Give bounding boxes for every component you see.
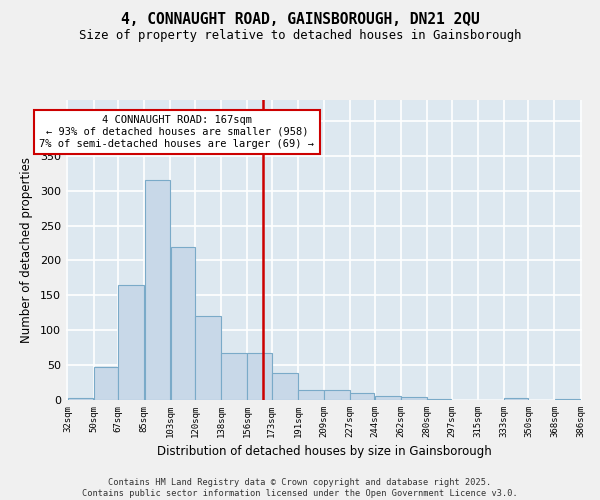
Bar: [401, 396, 427, 400]
Y-axis label: Number of detached properties: Number of detached properties: [20, 157, 33, 343]
Bar: [221, 352, 247, 400]
X-axis label: Distribution of detached houses by size in Gainsborough: Distribution of detached houses by size …: [157, 446, 491, 458]
Bar: [145, 180, 170, 400]
Bar: [324, 390, 350, 400]
Bar: [247, 352, 272, 400]
Bar: [272, 374, 298, 400]
Bar: [195, 316, 221, 400]
Text: 4, CONNAUGHT ROAD, GAINSBOROUGH, DN21 2QU: 4, CONNAUGHT ROAD, GAINSBOROUGH, DN21 2Q…: [121, 12, 479, 28]
Bar: [504, 398, 528, 400]
Bar: [170, 246, 195, 400]
Bar: [94, 366, 118, 400]
Text: Contains HM Land Registry data © Crown copyright and database right 2025.
Contai: Contains HM Land Registry data © Crown c…: [82, 478, 518, 498]
Text: Size of property relative to detached houses in Gainsborough: Size of property relative to detached ho…: [79, 30, 521, 43]
Bar: [375, 396, 401, 400]
Bar: [350, 393, 374, 400]
Bar: [68, 398, 93, 400]
Bar: [118, 285, 144, 400]
Text: 4 CONNAUGHT ROAD: 167sqm
← 93% of detached houses are smaller (958)
7% of semi-d: 4 CONNAUGHT ROAD: 167sqm ← 93% of detach…: [40, 116, 314, 148]
Bar: [298, 390, 324, 400]
